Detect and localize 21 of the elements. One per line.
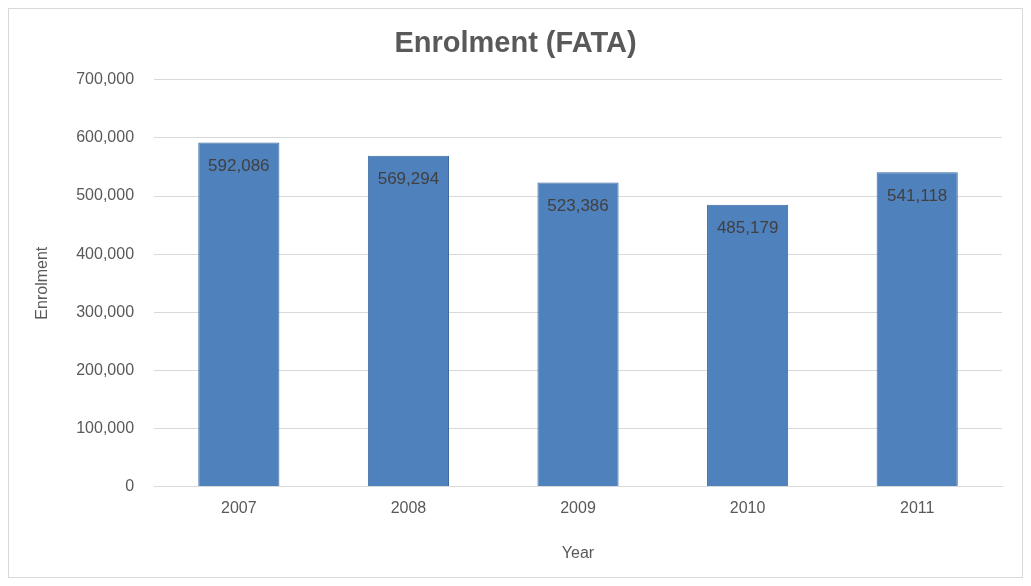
data-label: 485,179 [716, 218, 779, 238]
data-label: 523,386 [547, 196, 609, 216]
x-tick-label: 2011 [900, 498, 935, 516]
x-tick-label: 2009 [560, 498, 596, 516]
y-tick-label: 100,000 [76, 418, 135, 436]
y-tick-label: 500,000 [76, 186, 135, 204]
y-tick-label: 400,000 [76, 244, 135, 262]
data-label: 569,294 [377, 169, 440, 189]
x-axis-title: Year [561, 543, 595, 561]
y-axis-title: Enrolment [33, 246, 51, 320]
x-tick-label: 2010 [729, 498, 766, 516]
y-tick-label: 200,000 [76, 360, 135, 378]
data-label: 541,118 [887, 185, 948, 205]
y-tick-label: 700,000 [76, 70, 135, 88]
x-tick-label: 2008 [390, 498, 427, 516]
x-tick-label: 2007 [221, 498, 257, 516]
y-tick-label: 0 [125, 477, 135, 495]
data-label: 592,086 [208, 156, 270, 176]
chart-title: Enrolment (FATA) [394, 26, 637, 59]
y-tick-label: 300,000 [76, 302, 135, 320]
y-tick-label: 600,000 [76, 128, 135, 146]
